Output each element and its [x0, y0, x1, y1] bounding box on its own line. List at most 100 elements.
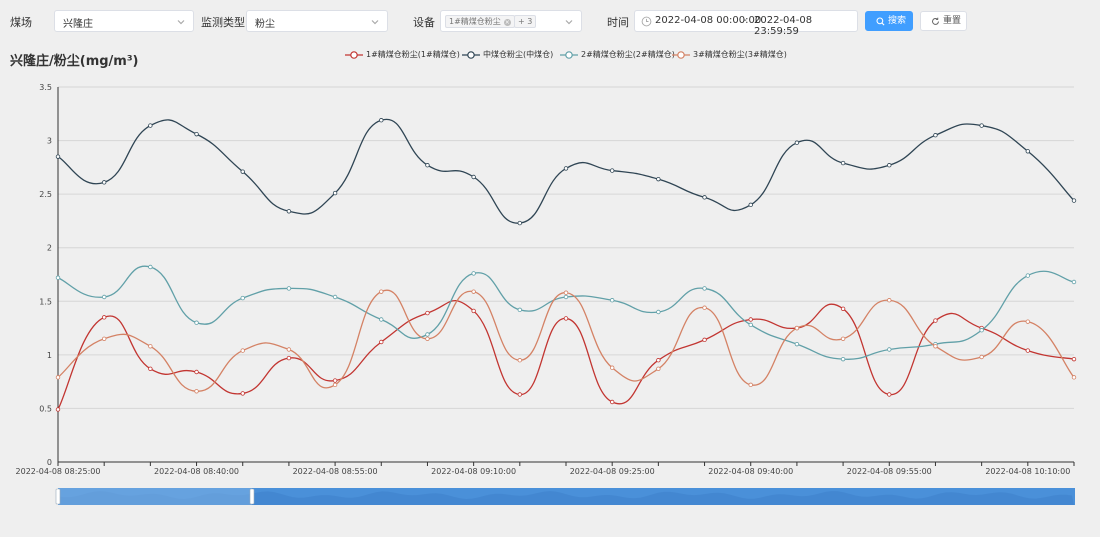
- legend-line-icon: [672, 51, 690, 59]
- legend-label: 中煤仓粉尘(中煤仓): [483, 50, 554, 59]
- data-point: [471, 308, 476, 314]
- data-point: [748, 317, 753, 322]
- data-point: [563, 316, 569, 321]
- x-tick-label: 2022-04-08 09:10:00: [431, 467, 516, 476]
- data-point: [887, 392, 892, 397]
- type-select-value: 粉尘: [255, 19, 275, 30]
- data-point: [425, 163, 430, 168]
- mine-select[interactable]: 兴隆庄: [54, 10, 194, 32]
- data-point: [517, 307, 523, 313]
- zoom-handle-right[interactable]: [249, 488, 255, 505]
- legend-label: 2#精煤仓粉尘(2#精煤仓): [581, 50, 675, 59]
- data-point: [240, 391, 245, 396]
- data-point: [979, 328, 984, 333]
- type-label: 监测类型: [201, 16, 245, 29]
- data-point: [286, 347, 292, 352]
- device-tag-text: 1#精煤仓粉尘: [449, 17, 501, 26]
- time-label: 时间: [607, 16, 629, 29]
- time-separator: -: [743, 15, 747, 26]
- series-line: [57, 265, 1075, 360]
- data-point: [194, 131, 199, 137]
- data-point: [1025, 319, 1031, 324]
- data-point: [240, 295, 245, 301]
- x-tick-label: 2022-04-08 10:10:00: [985, 467, 1070, 476]
- device-select[interactable]: 1#精煤仓粉尘 × + 3: [440, 10, 582, 32]
- x-tick-label: 2022-04-08 08:40:00: [154, 467, 239, 476]
- y-tick-label: 0: [47, 458, 52, 467]
- chart-legend: 1#精煤仓粉尘(1#精煤仓) 中煤仓粉尘(中煤仓) 2#精煤仓粉尘(2#精煤仓) 3#…: [0, 48, 1100, 62]
- data-point: [194, 389, 199, 394]
- search-button-label: 搜索: [888, 16, 907, 26]
- data-point: [332, 382, 338, 388]
- data-point: [1071, 356, 1077, 362]
- device-label: 设备: [413, 16, 435, 29]
- x-tick-label: 2022-04-08 08:25:00: [16, 467, 101, 476]
- data-point: [517, 358, 523, 363]
- data-point: [194, 369, 199, 375]
- reset-button[interactable]: 重置: [920, 11, 967, 31]
- data-point: [702, 337, 707, 343]
- type-select[interactable]: 粉尘: [246, 10, 388, 32]
- data-point: [656, 358, 661, 363]
- data-point: [748, 382, 753, 388]
- data-point: [609, 168, 615, 173]
- close-icon[interactable]: ×: [503, 19, 511, 26]
- data-point: [887, 298, 892, 303]
- data-point: [425, 310, 430, 316]
- y-tick-label: 3: [47, 137, 52, 146]
- data-point: [656, 176, 661, 182]
- x-tick-label: 2022-04-08 09:40:00: [708, 467, 793, 476]
- zoom-handle-left[interactable]: [55, 488, 61, 505]
- data-point: [379, 289, 384, 294]
- data-point: [55, 375, 61, 380]
- zoom-slider-window: [58, 488, 252, 505]
- data-point: [563, 294, 569, 300]
- search-button[interactable]: 搜索: [865, 11, 913, 31]
- data-point: [101, 315, 107, 320]
- data-point: [332, 294, 338, 300]
- data-point: [379, 118, 384, 123]
- data-point: [286, 286, 292, 291]
- zoom-slider-preview: [58, 491, 1074, 505]
- data-point: [609, 399, 615, 405]
- data-point: [702, 195, 707, 200]
- y-tick-label: 2: [47, 244, 52, 253]
- data-point: [1071, 198, 1077, 203]
- data-point: [702, 305, 707, 310]
- data-point: [517, 392, 523, 397]
- data-point: [55, 407, 61, 412]
- data-point: [101, 180, 107, 185]
- legend-line-icon: [345, 51, 363, 59]
- data-point: [471, 289, 476, 294]
- legend-label: 3#精煤仓粉尘(3#精煤仓): [693, 50, 787, 59]
- x-tick-label: 2022-04-08 09:25:00: [570, 467, 655, 476]
- data-point: [933, 344, 938, 349]
- data-point: [471, 271, 476, 276]
- data-point: [840, 356, 846, 362]
- data-point: [563, 290, 569, 295]
- chart-title: 兴隆庄/粉尘(mg/m³): [10, 54, 139, 69]
- data-point: [332, 190, 338, 196]
- series-line: [57, 118, 1075, 224]
- data-point: [656, 309, 661, 315]
- chevron-down-icon: [371, 20, 379, 25]
- chevron-down-icon: [565, 20, 573, 25]
- start-time[interactable]: 2022-04-08 00:00:00: [655, 15, 762, 26]
- data-point: [887, 347, 892, 352]
- data-point: [1025, 273, 1031, 278]
- data-point: [332, 378, 338, 383]
- data-point: [887, 163, 892, 168]
- data-point: [240, 169, 245, 174]
- data-point: [840, 336, 846, 341]
- date-range-picker[interactable]: 2022-04-08 00:00:00 - 2022-04-08 23:59:5…: [634, 10, 858, 37]
- data-point: [979, 123, 984, 128]
- data-point: [240, 348, 245, 353]
- data-point: [1025, 149, 1031, 154]
- end-time[interactable]: 2022-04-08 23:59:59: [754, 15, 813, 37]
- data-point: [563, 166, 569, 171]
- data-point: [933, 133, 938, 138]
- data-point: [194, 320, 199, 325]
- mine-label: 煤场: [10, 16, 32, 29]
- data-point: [517, 220, 523, 226]
- data-point: [1071, 375, 1077, 380]
